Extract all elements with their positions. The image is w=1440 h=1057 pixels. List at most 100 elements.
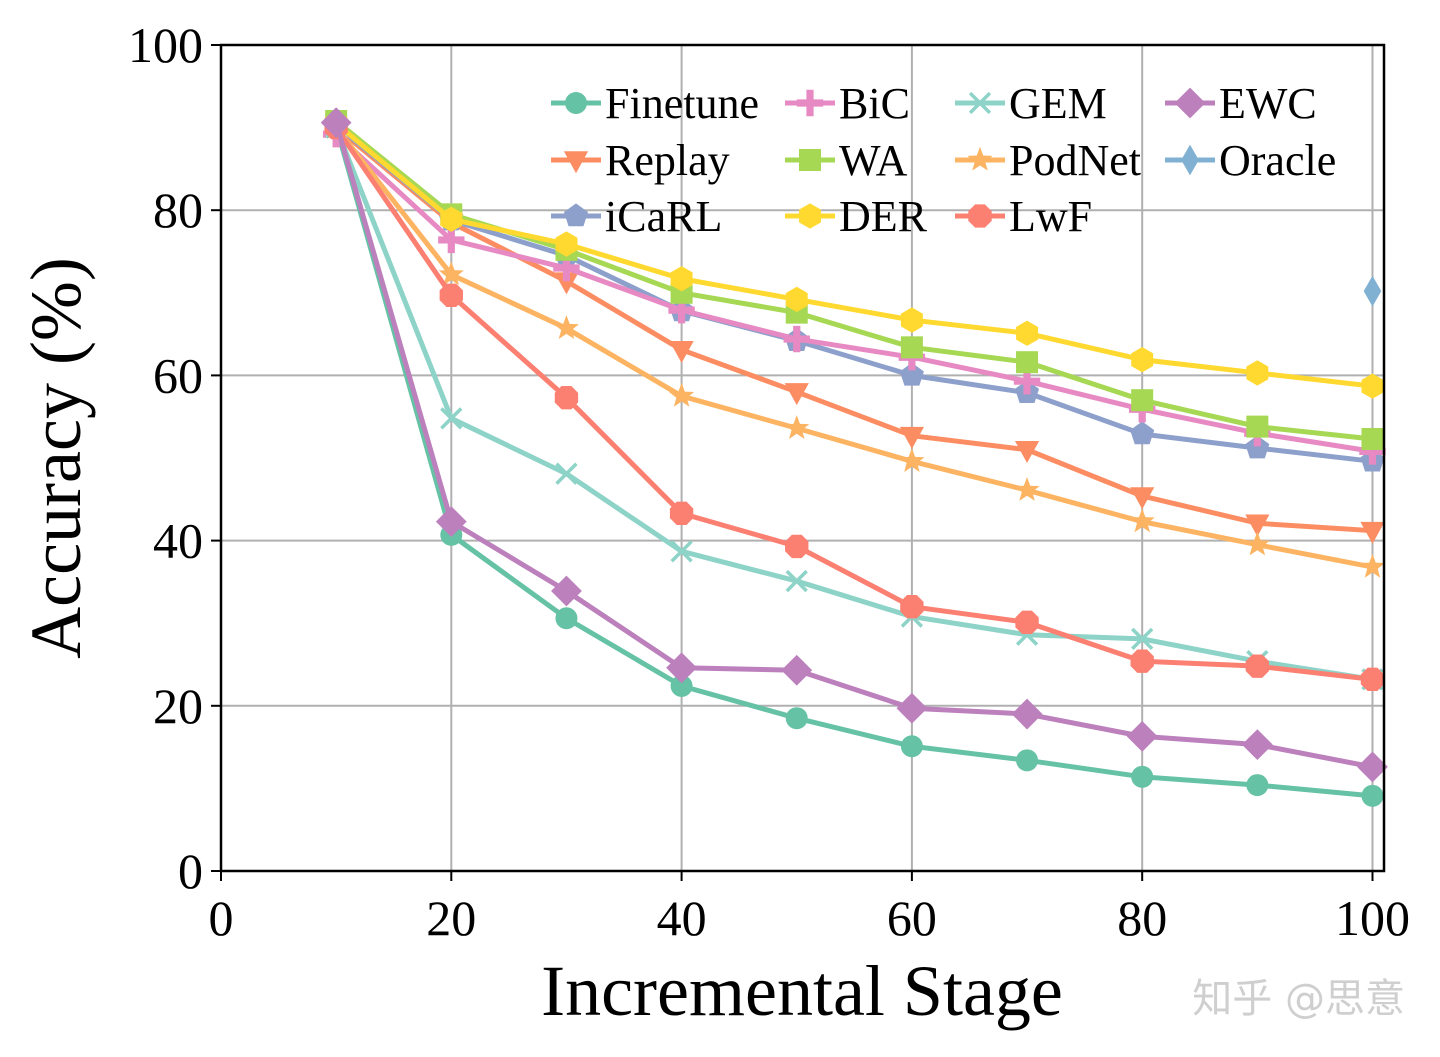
data-point-ewc: [1357, 751, 1388, 783]
data-point-replay: [899, 426, 924, 449]
legend-label-wa: WA: [839, 136, 908, 185]
data-point-gem-stroke: [785, 569, 808, 593]
legend-label-replay: Replay: [605, 136, 730, 185]
data-point-replay: [1014, 440, 1040, 463]
legend-item-replay: Replay: [551, 136, 730, 185]
series-lwf: [324, 115, 1385, 692]
data-point-finetune: [785, 707, 808, 730]
legend-marker-lwf: [968, 204, 992, 228]
legend-item-podnet: PodNet: [955, 136, 1141, 185]
series-line-finetune: [333, 125, 1373, 799]
series-line-icarl: [334, 123, 1373, 464]
legend-marker-gem-stroke: [968, 91, 992, 115]
data-point-gem: [670, 540, 693, 563]
x-tick-label: 0: [209, 890, 234, 946]
data-point-podnet: [784, 415, 810, 439]
data-point-gem-stroke: [440, 407, 463, 430]
data-point-der: [1016, 320, 1038, 346]
legend-item-gem: GEM: [955, 79, 1107, 128]
data-point-podnet: [1129, 508, 1155, 533]
data-point-ewc: [551, 575, 582, 607]
data-point-der: [1131, 347, 1154, 373]
data-point-ewc: [1126, 720, 1158, 752]
x-tick-label: 40: [657, 890, 707, 946]
data-point-lwf: [1130, 649, 1154, 673]
series-line-gem: [333, 126, 1373, 682]
data-point-wa: [1131, 389, 1154, 412]
data-point-der: [1361, 373, 1384, 399]
legend-item-ewc: EWC: [1165, 79, 1317, 128]
data-point-finetune: [900, 735, 923, 758]
y-tick-label: 60: [153, 347, 203, 403]
data-point-finetune: [1016, 749, 1039, 772]
data-point-lwf: [1245, 654, 1270, 678]
legend-marker-wa: [799, 149, 821, 171]
data-point-bic: [438, 226, 465, 254]
x-tick-label: 20: [426, 890, 476, 946]
data-point-podnet: [1359, 553, 1386, 578]
series-oracle: [1363, 275, 1382, 307]
data-point-podnet: [1014, 477, 1040, 501]
y-tick-label: 40: [153, 513, 203, 569]
legend-marker-replay: [563, 151, 589, 174]
data-point-bic: [1013, 367, 1041, 395]
series-line-ewc: [333, 121, 1373, 770]
data-point-ewc: [1241, 729, 1273, 761]
x-tick-label: 100: [1335, 890, 1410, 946]
data-point-der: [900, 307, 923, 333]
data-point-bic: [783, 325, 810, 353]
legend-item-bic: BiC: [785, 79, 910, 128]
data-point-ewc: [1011, 698, 1043, 730]
data-point-lwf: [1360, 667, 1385, 692]
data-point-finetune: [1361, 784, 1384, 807]
legend-item-finetune: Finetune: [551, 79, 759, 128]
x-axis-label: Incremental Stage: [541, 951, 1063, 1031]
legend-item-oracle: Oracle: [1165, 136, 1336, 185]
data-point-wa: [1246, 415, 1269, 438]
series-line-der: [334, 121, 1373, 389]
legend: Finetune Replay iCaRL BiC WA DER GEM PodNet LwF E…: [551, 79, 1336, 241]
data-point-der: [785, 286, 808, 313]
series-gem: [325, 116, 1384, 691]
series-lines: [320, 107, 1388, 807]
legend-label-der: DER: [839, 192, 928, 241]
legend-label-bic: BiC: [839, 79, 910, 128]
legend-label-icarl: iCaRL: [605, 192, 722, 241]
data-point-bic: [668, 296, 695, 324]
data-point-gem: [1131, 627, 1154, 651]
data-point-icarl: [899, 362, 924, 386]
legend-label-lwf: LwF: [1009, 192, 1092, 241]
legend-item-lwf: LwF: [955, 192, 1092, 241]
data-point-oracle: [1363, 275, 1382, 307]
data-point-podnet: [438, 261, 464, 286]
data-point-finetune: [555, 607, 578, 630]
data-point-der: [1246, 360, 1269, 386]
data-point-der: [670, 266, 693, 292]
data-point-replay: [669, 340, 694, 363]
legend-item-der: DER: [785, 192, 928, 241]
plot-frame: [219, 43, 1386, 873]
data-point-podnet: [899, 448, 925, 472]
data-point-podnet: [553, 315, 579, 339]
data-point-der: [555, 231, 578, 257]
data-point-ewc: [781, 654, 813, 686]
ticks: 0 20 40 60 80 100 0 20 40 60 80 100: [128, 17, 1410, 946]
data-point-gem-stroke: [1131, 627, 1154, 651]
data-point-lwf: [900, 594, 924, 619]
data-point-icarl: [1130, 421, 1155, 445]
legend-label-podnet: PodNet: [1009, 136, 1141, 185]
data-point-lwf: [554, 386, 579, 410]
data-point-ewc: [320, 107, 352, 139]
series-line-bic: [334, 132, 1373, 454]
legend-marker-gem: [968, 91, 992, 115]
series-line-lwf: [334, 126, 1373, 682]
legend-label-gem: GEM: [1009, 79, 1107, 128]
data-point-gem: [440, 407, 463, 430]
data-point-replay: [1130, 487, 1155, 510]
data-point-lwf: [785, 534, 809, 559]
data-point-gem-stroke: [555, 462, 578, 485]
data-point-lwf: [669, 501, 694, 526]
legend-item-icarl: iCaRL: [551, 192, 722, 241]
data-point-icarl: [1245, 435, 1270, 459]
